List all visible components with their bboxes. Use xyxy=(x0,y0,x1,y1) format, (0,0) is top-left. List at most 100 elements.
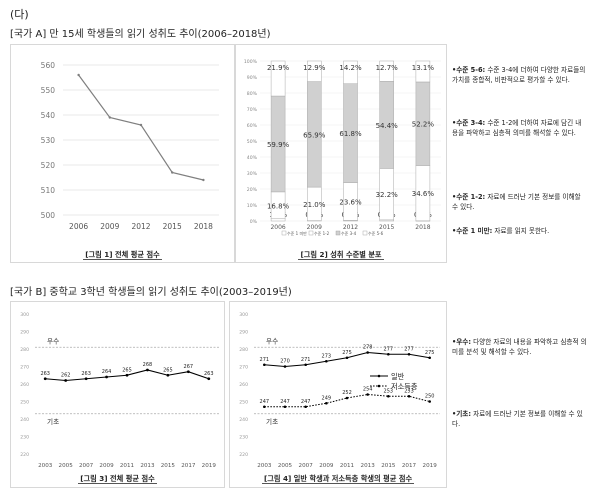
x-tick-label: 2006 xyxy=(270,224,285,231)
data-point xyxy=(325,401,328,405)
data-point xyxy=(105,375,108,379)
legend-label: 일반 xyxy=(391,372,405,381)
bar-value-label: 54.4% xyxy=(376,122,399,130)
data-label: 263 xyxy=(81,371,91,377)
data-label: 249 xyxy=(322,395,332,401)
y-tick-label: 290 xyxy=(20,330,29,336)
data-point xyxy=(304,363,307,367)
x-tick-label: 2012 xyxy=(131,222,150,231)
bar-value-label: 21.0% xyxy=(303,201,326,209)
country-b-title: [국가 B] 중학교 3학년 학생들의 읽기 성취도 추이(2003–2019년… xyxy=(10,287,292,298)
x-tick-label: 2018 xyxy=(194,222,213,231)
x-tick-label: 2009 xyxy=(319,463,334,469)
data-label: 262 xyxy=(61,373,71,379)
x-tick-label: 2007 xyxy=(299,463,314,469)
data-point xyxy=(171,171,174,174)
y-tick-label: 20% xyxy=(247,187,258,193)
y-tick-label: 10% xyxy=(247,203,258,209)
country-a-title: [국가 A] 만 15세 학생들의 읽기 성취도 추이(2006–2018년) xyxy=(10,29,271,40)
bar-value-label: 12.9% xyxy=(303,64,326,72)
series-line xyxy=(264,393,430,408)
data-label: 254 xyxy=(363,387,373,393)
x-tick-label: 2009 xyxy=(99,463,114,469)
x-tick-label: 2013 xyxy=(140,463,155,469)
data-label: 252 xyxy=(342,390,352,396)
x-tick-label: 2017 xyxy=(402,463,417,469)
y-tick-label: 240 xyxy=(239,417,248,423)
data-label: 275 xyxy=(425,350,435,356)
data-label: 277 xyxy=(404,346,414,352)
data-point xyxy=(125,373,129,377)
data-point xyxy=(407,394,411,398)
y-tick-label: 550 xyxy=(41,86,56,95)
data-point xyxy=(64,379,68,382)
figure1-caption: [그림 1] 전체 평균 점수 xyxy=(83,250,162,260)
bar-value-label: 23.6% xyxy=(339,198,362,206)
data-point xyxy=(387,394,390,398)
country-a-level-5-6: •수준 5-6: 수준 3-4에 더하여 다양한 자료들의 가치를 종합적, 비… xyxy=(452,66,586,84)
legend-swatch xyxy=(335,230,341,236)
bar-value-label: 59.9% xyxy=(267,141,290,149)
data-point xyxy=(146,368,149,372)
y-tick-label: 230 xyxy=(239,435,248,441)
figure2-caption: [그림 2] 성취 수준별 분포 xyxy=(298,250,384,260)
reference-label-basic: 기초 xyxy=(47,417,59,426)
reference-label-basic: 기초 xyxy=(266,417,278,426)
data-point xyxy=(345,356,349,360)
figure1-panel: 500 510 520 530 540 550 560 2006 2009 2012 2015 201… xyxy=(10,44,235,263)
y-tick-label: 250 xyxy=(239,400,248,406)
data-point xyxy=(108,116,112,119)
y-tick-label: 30% xyxy=(247,171,258,177)
x-tick-label: 2009 xyxy=(307,224,322,231)
data-point xyxy=(407,352,411,356)
data-label: 265 xyxy=(122,367,132,373)
country-a-level-1-2: •수준 1-2: 자료에 드러난 기본 정보를 이해할 수 있다. xyxy=(452,193,581,211)
data-label: 275 xyxy=(342,350,352,356)
data-point xyxy=(428,356,431,360)
bar-value-label: 14.2% xyxy=(339,64,362,72)
data-label: 250 xyxy=(425,394,435,400)
data-point xyxy=(77,73,80,77)
data-point xyxy=(283,365,287,368)
data-label: 265 xyxy=(163,367,173,373)
bar-value-label: 12.7% xyxy=(376,64,399,72)
bar-value-label: 13.1% xyxy=(412,64,435,72)
y-tick-label: 510 xyxy=(41,186,56,195)
y-tick-label: 240 xyxy=(20,417,29,423)
data-point xyxy=(207,377,211,381)
data-point xyxy=(263,405,266,409)
y-tick-label: 40% xyxy=(247,155,258,161)
figure2-panel: 0%10%20%30%40%50%60%70%80%90%100%1.4%16.… xyxy=(235,44,447,263)
data-label: 277 xyxy=(384,346,394,352)
data-label: 264 xyxy=(102,369,112,375)
data-label: 263 xyxy=(204,371,214,377)
reference-label-high: 우수 xyxy=(47,337,59,345)
x-tick-label: 2005 xyxy=(59,463,74,469)
x-tick-label: 2018 xyxy=(415,224,430,231)
y-tick-label: 220 xyxy=(239,452,248,458)
bar-segment xyxy=(343,60,358,84)
x-tick-label: 2015 xyxy=(381,463,396,469)
y-tick-label: 280 xyxy=(20,347,29,353)
bar-value-label: 65.9% xyxy=(303,131,326,139)
y-tick-label: 270 xyxy=(239,365,248,371)
x-tick-label: 2011 xyxy=(120,463,135,469)
data-point xyxy=(202,178,205,182)
data-point xyxy=(366,351,369,354)
data-point xyxy=(325,359,328,363)
figure3-caption: [그림 3] 전체 평균 점수 xyxy=(78,474,157,484)
bar-segment xyxy=(270,60,286,97)
data-point xyxy=(345,396,349,400)
x-tick-label: 2013 xyxy=(361,463,376,469)
data-label: 247 xyxy=(260,399,270,405)
data-label: 247 xyxy=(280,399,290,405)
data-point xyxy=(428,400,431,403)
x-tick-label: 2015 xyxy=(163,222,182,231)
y-tick-label: 280 xyxy=(239,347,248,353)
legend-label: 수준 3-4 xyxy=(341,230,357,236)
bar-value-label: 61.8% xyxy=(339,130,362,138)
bar-segment xyxy=(379,60,394,82)
chart4: 220 230 240 250 260 270 280 290 300 2003 2005 2007 2… xyxy=(239,312,440,469)
data-point xyxy=(304,405,307,409)
data-label: 268 xyxy=(143,362,153,368)
